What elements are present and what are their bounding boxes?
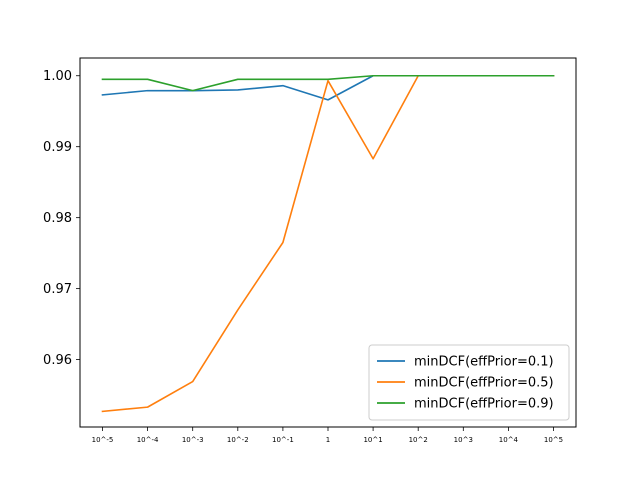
y-tick-label: 0.96 [43,353,72,368]
y-tick-label: 1.00 [43,69,72,84]
x-tick-label: 10^1 [363,436,382,444]
x-tick-label: 10^3 [454,436,473,444]
x-tick-label: 10^5 [544,436,563,444]
x-tick-label: 1 [326,436,330,444]
legend: minDCF(effPrior=0.1) minDCF(effPrior=0.5)… [368,344,570,421]
x-tick-label: 10^-5 [92,436,114,444]
legend-label: minDCF(effPrior=0.1) [414,355,554,370]
x-tick-label: 10^-2 [227,436,249,444]
legend-box [368,344,570,421]
y-axis: 0.96 0.97 0.98 0.99 1.00 [43,69,80,368]
x-tick-label: 10^-4 [137,436,159,444]
x-tick-label: 10^-3 [182,436,204,444]
y-tick-label: 0.99 [43,140,72,155]
x-tick-label: 10^2 [409,436,428,444]
series-line-3 [101,74,555,92]
x-tick-label: 10^-1 [272,436,294,444]
x-axis: 10^-5 10^-4 10^-3 10^-2 10^-1 1 10^1 10^2 10^3 10… [92,427,563,444]
legend-label: minDCF(effPrior=0.5) [414,376,554,391]
legend-label: minDCF(effPrior=0.9) [414,397,554,412]
x-tick-label: 10^4 [499,436,519,444]
y-tick-label: 0.98 [43,211,72,226]
y-tick-label: 0.97 [43,282,72,297]
plot-lines [101,74,555,413]
